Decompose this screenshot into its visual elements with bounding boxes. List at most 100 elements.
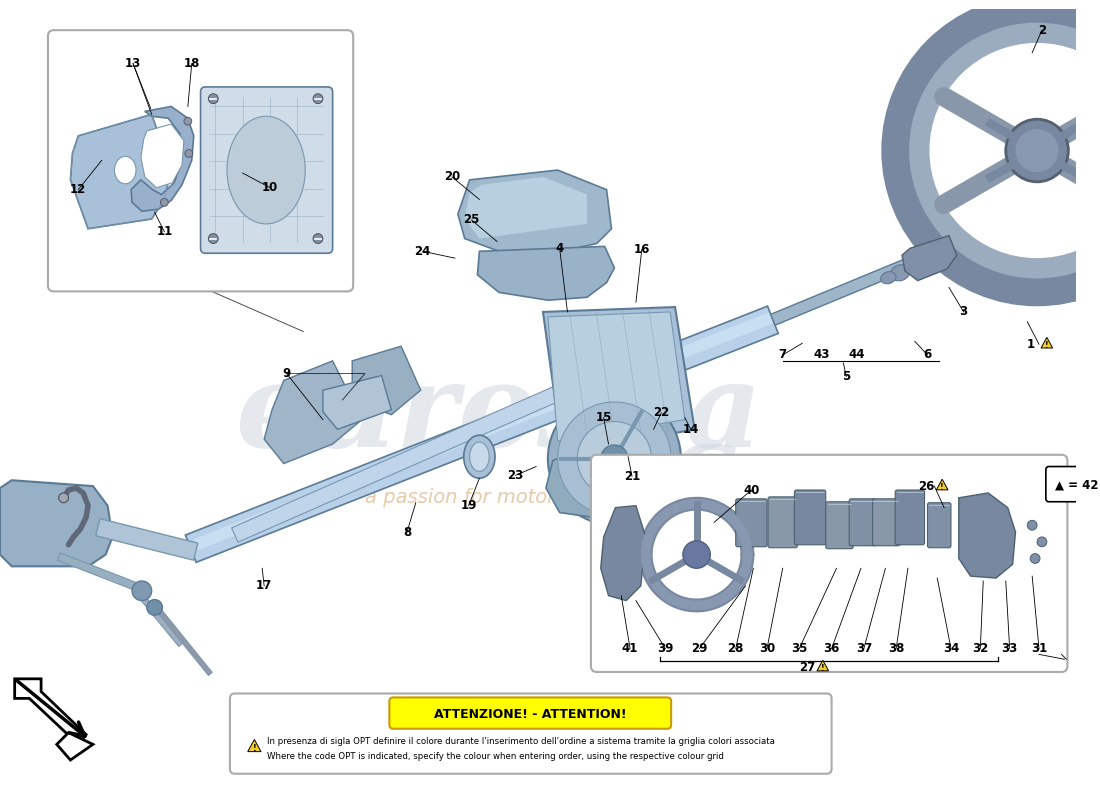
Text: 12: 12: [70, 183, 87, 196]
Text: 5: 5: [843, 370, 850, 383]
Polygon shape: [14, 679, 86, 744]
Text: 11: 11: [156, 226, 173, 238]
Circle shape: [1031, 554, 1040, 563]
Polygon shape: [546, 447, 653, 519]
Text: 26: 26: [918, 479, 935, 493]
Text: 15: 15: [595, 411, 612, 424]
Text: !: !: [821, 664, 825, 673]
Polygon shape: [601, 506, 646, 601]
Text: 28: 28: [727, 642, 744, 655]
Ellipse shape: [916, 254, 943, 275]
Ellipse shape: [114, 156, 136, 184]
Text: 30: 30: [759, 642, 775, 655]
FancyBboxPatch shape: [200, 87, 332, 254]
FancyBboxPatch shape: [389, 698, 671, 729]
Text: 13: 13: [125, 57, 141, 70]
Text: 27: 27: [799, 661, 815, 674]
Text: 17: 17: [256, 579, 273, 592]
Text: 37: 37: [856, 642, 872, 655]
Ellipse shape: [464, 435, 495, 478]
Circle shape: [1037, 537, 1047, 546]
Text: ▲ = 42: ▲ = 42: [1055, 478, 1098, 492]
Polygon shape: [352, 346, 420, 414]
FancyBboxPatch shape: [591, 454, 1067, 672]
Text: 33: 33: [1001, 642, 1018, 655]
Polygon shape: [134, 589, 184, 646]
Polygon shape: [959, 493, 1015, 578]
Text: 20: 20: [444, 170, 460, 183]
Circle shape: [601, 445, 628, 472]
Ellipse shape: [470, 442, 490, 471]
Ellipse shape: [891, 265, 910, 281]
Text: 2: 2: [1038, 24, 1046, 37]
FancyBboxPatch shape: [826, 502, 854, 549]
Circle shape: [58, 493, 68, 502]
Text: !: !: [253, 744, 256, 754]
Text: 24: 24: [415, 245, 431, 258]
Circle shape: [208, 94, 218, 103]
Text: 18: 18: [184, 57, 200, 70]
Circle shape: [208, 234, 218, 243]
Text: 35: 35: [791, 642, 807, 655]
Circle shape: [314, 94, 323, 103]
Circle shape: [314, 234, 323, 243]
Polygon shape: [477, 246, 615, 300]
Circle shape: [184, 118, 191, 125]
Text: ATTENZIONE! - ATTENTION!: ATTENZIONE! - ATTENTION!: [434, 707, 627, 721]
FancyBboxPatch shape: [872, 499, 900, 546]
Text: 38: 38: [888, 642, 904, 655]
Text: 1: 1: [1027, 338, 1035, 350]
Text: Where the code OPT is indicated, specify the colour when entering order, using t: Where the code OPT is indicated, specify…: [267, 752, 724, 761]
Polygon shape: [131, 106, 194, 211]
Text: 6: 6: [923, 349, 932, 362]
Circle shape: [548, 392, 681, 526]
Text: 32: 32: [972, 642, 989, 655]
Text: a passion for motoring since1985: a passion for motoring since1985: [365, 488, 692, 507]
FancyBboxPatch shape: [895, 490, 924, 545]
Polygon shape: [0, 480, 112, 566]
Text: 22: 22: [653, 406, 670, 419]
Text: 7: 7: [779, 349, 786, 362]
Text: 8: 8: [403, 526, 411, 538]
Polygon shape: [458, 170, 612, 254]
Ellipse shape: [227, 116, 305, 224]
Text: 43: 43: [814, 347, 830, 361]
Text: 44: 44: [849, 347, 866, 361]
Polygon shape: [70, 114, 172, 229]
Text: 14: 14: [682, 423, 698, 436]
Polygon shape: [771, 254, 922, 325]
Circle shape: [558, 402, 671, 515]
Polygon shape: [57, 553, 149, 594]
Text: 3: 3: [959, 306, 968, 318]
Text: 21: 21: [624, 470, 640, 483]
FancyBboxPatch shape: [230, 694, 832, 774]
Text: 4: 4: [556, 242, 563, 255]
Text: 10: 10: [262, 181, 278, 194]
Text: 39: 39: [657, 642, 673, 655]
Text: 19: 19: [461, 499, 476, 512]
Circle shape: [1015, 129, 1058, 172]
Circle shape: [146, 599, 163, 615]
Polygon shape: [1041, 338, 1053, 348]
FancyBboxPatch shape: [849, 499, 877, 546]
Polygon shape: [817, 660, 828, 671]
Text: !: !: [1045, 341, 1048, 350]
Circle shape: [1027, 520, 1037, 530]
Text: In presenza di sigla OPT definire il colore durante l'inserimento dell'ordine a : In presenza di sigla OPT definire il col…: [267, 737, 776, 746]
Polygon shape: [548, 312, 685, 441]
Polygon shape: [248, 739, 261, 752]
Text: 29: 29: [691, 642, 707, 655]
Circle shape: [930, 43, 1100, 258]
FancyBboxPatch shape: [794, 490, 826, 545]
Text: eurospa: eurospa: [235, 357, 762, 472]
Text: 36: 36: [824, 642, 839, 655]
Polygon shape: [96, 518, 198, 560]
Circle shape: [683, 541, 711, 568]
Polygon shape: [141, 124, 184, 188]
Circle shape: [161, 198, 168, 206]
Polygon shape: [264, 361, 362, 463]
Text: 16: 16: [634, 243, 650, 256]
Polygon shape: [464, 177, 587, 238]
Polygon shape: [232, 374, 591, 542]
Ellipse shape: [881, 272, 896, 284]
